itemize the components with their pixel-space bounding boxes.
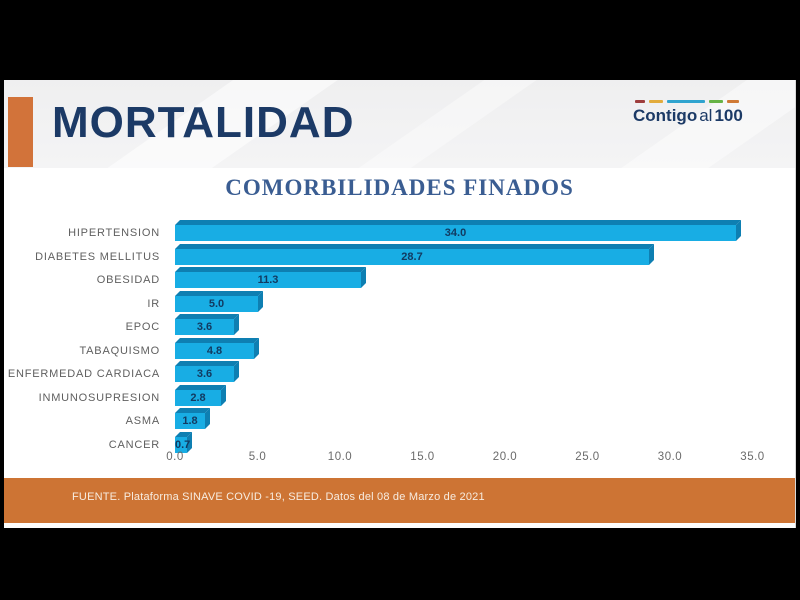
bar-value-label: 2.8 <box>190 391 206 404</box>
logo-dash <box>649 100 663 103</box>
bar-value-label: 4.8 <box>206 344 223 357</box>
bar: 1.8 <box>175 408 210 429</box>
logo-dash <box>667 100 705 103</box>
bar-value-label: 34.0 <box>444 227 467 239</box>
bar: 2.8 <box>175 384 226 406</box>
x-axis-tick-label: 0.0 <box>166 451 184 463</box>
bar: 3.6 <box>175 361 239 382</box>
slide-header: MORTALIDAD Contigo al 100 <box>4 80 795 253</box>
category-label: TABAQUISMO <box>79 344 160 357</box>
logo-dashes <box>635 100 743 103</box>
bar-value-label: 1.8 <box>182 415 198 427</box>
bar-value-label: 5.0 <box>208 297 225 310</box>
bar-face <box>175 248 649 265</box>
bar: 5.0 <box>175 290 263 312</box>
bar-face <box>175 319 234 335</box>
bar: 28.7 <box>175 243 654 265</box>
x-axis-tick-label: 35.0 <box>740 451 765 463</box>
slide: MORTALIDAD Contigo al 100 COMORBILIDADES F… <box>4 80 796 528</box>
logo-dash <box>727 100 739 103</box>
chart-card: COMORBILIDADES FINADOS <box>4 168 795 478</box>
category-label: OBESIDAD <box>96 274 160 286</box>
chart-title: COMORBILIDADES FINADOS <box>225 175 574 200</box>
bar-face <box>175 272 361 288</box>
bar: 4.8 <box>175 337 259 359</box>
bar: 0.7 <box>175 431 192 453</box>
orange-accent-block <box>8 97 33 167</box>
page-title: MORTALIDAD <box>52 98 355 147</box>
logo-word-al: al <box>699 106 713 125</box>
x-axis-tick-label: 20.0 <box>492 451 518 463</box>
bar: 11.3 <box>175 267 366 288</box>
logo-text: Contigo al 100 <box>633 106 743 126</box>
category-label: ENFERMEDAD CARDIACA <box>7 368 160 380</box>
x-axis-tick-label: 25.0 <box>575 451 600 463</box>
bar-value-label: 28.7 <box>401 250 423 263</box>
bar-face <box>175 436 187 453</box>
category-label: HIPERTENSION <box>68 227 160 239</box>
bar: 34.0 <box>175 220 741 241</box>
x-axis-tick-label: 10.0 <box>327 451 353 463</box>
x-axis-tick-label: 15.0 <box>410 451 435 463</box>
category-label: CANCER <box>108 438 160 451</box>
x-axis-tick-label: 30.0 <box>657 451 683 463</box>
bar-value-label: 3.6 <box>196 321 213 333</box>
category-label: ASMA <box>125 415 160 427</box>
contigo-al-100-logo: Contigo al 100 <box>633 100 743 126</box>
bar: 3.6 <box>175 314 239 335</box>
category-label: DIABETES MELLITUS <box>35 250 160 263</box>
source-footer-bar: FUENTE. Plataforma SINAVE COVID -19, SEE… <box>4 478 795 523</box>
category-label: INMUNOSUPRESION <box>38 391 160 404</box>
bar-face <box>175 389 221 406</box>
bar-face <box>175 225 736 241</box>
logo-word-100: 100 <box>714 106 743 125</box>
logo-word-contigo: Contigo <box>633 106 698 125</box>
bar-face <box>175 342 254 359</box>
logo-dash <box>635 100 645 103</box>
source-text: FUENTE. Plataforma SINAVE COVID -19, SEE… <box>72 491 485 503</box>
bar-value-label: 3.6 <box>196 368 213 380</box>
bar-value-label: 0.7 <box>175 438 191 451</box>
bar-face <box>175 366 234 382</box>
logo-dash <box>709 100 723 103</box>
x-axis-tick-label: 5.0 <box>248 451 267 463</box>
category-label: IR <box>147 297 160 310</box>
bar-face <box>175 295 258 312</box>
bar-value-label: 11.3 <box>257 274 279 286</box>
category-label: EPOC <box>125 321 160 333</box>
bar-face <box>175 413 205 429</box>
